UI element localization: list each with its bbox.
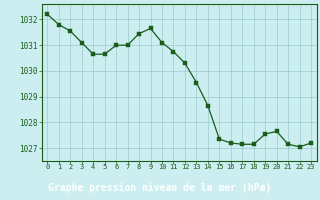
Text: Graphe pression niveau de la mer (hPa): Graphe pression niveau de la mer (hPa) [48,183,272,193]
